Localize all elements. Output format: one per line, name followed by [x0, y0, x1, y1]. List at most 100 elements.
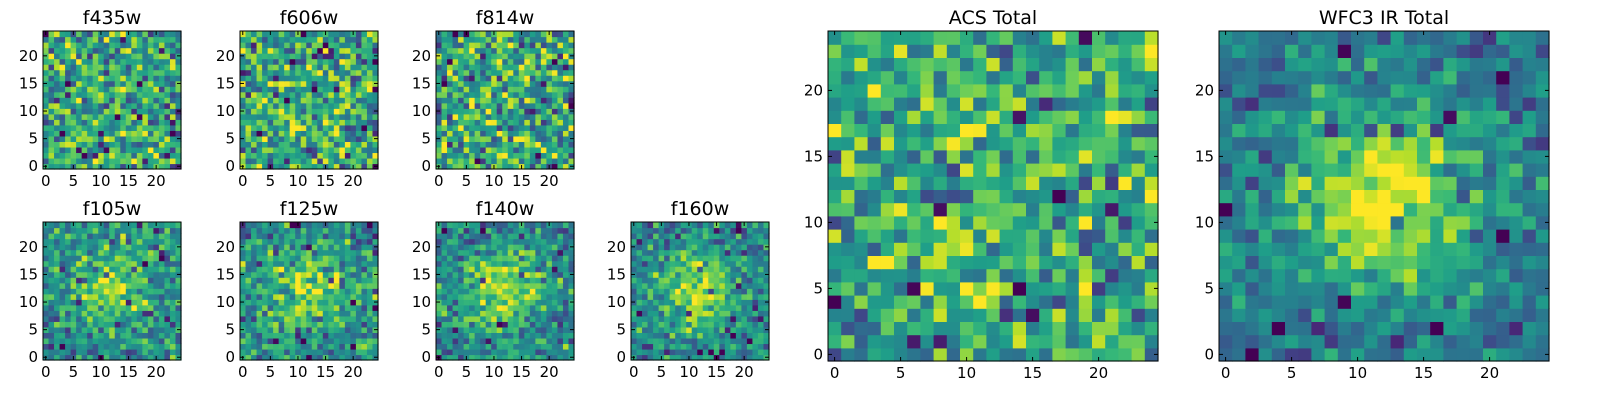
cell	[485, 326, 492, 333]
cell	[98, 47, 105, 54]
cell	[81, 141, 88, 148]
cell	[653, 326, 660, 333]
cell	[518, 69, 525, 76]
cell	[295, 80, 302, 87]
cell	[333, 64, 340, 71]
cell	[65, 354, 72, 361]
cell	[328, 260, 335, 267]
cell	[441, 36, 448, 43]
cell	[103, 282, 110, 289]
cell	[98, 102, 105, 109]
cell	[87, 238, 94, 245]
cell	[502, 97, 509, 104]
cell	[458, 53, 465, 60]
cell	[491, 348, 498, 356]
cell	[300, 86, 307, 93]
cell	[730, 222, 737, 229]
cell	[295, 299, 302, 306]
cell	[43, 288, 50, 295]
cell	[300, 69, 307, 76]
cell	[240, 141, 247, 148]
cell	[496, 260, 503, 267]
cell	[513, 326, 520, 333]
cell	[653, 343, 660, 350]
cell	[289, 146, 296, 154]
cell	[496, 157, 503, 165]
cell	[339, 163, 346, 170]
cell	[361, 227, 368, 234]
cell	[306, 36, 313, 43]
cell	[557, 315, 564, 322]
cell	[109, 321, 116, 328]
cell	[289, 233, 296, 240]
cell	[562, 152, 570, 159]
cell	[344, 64, 351, 71]
cell	[361, 124, 368, 131]
cell	[469, 119, 476, 126]
cell	[485, 119, 492, 126]
cell	[735, 249, 742, 256]
cell	[153, 255, 160, 262]
cell	[691, 332, 698, 339]
cell	[763, 222, 770, 229]
cell	[350, 233, 357, 240]
cell	[757, 299, 765, 306]
cell	[142, 249, 149, 256]
x-tick-label: 5	[657, 363, 667, 381]
cell	[311, 146, 318, 154]
cell	[675, 266, 682, 273]
cell	[289, 282, 296, 289]
cell	[540, 80, 547, 87]
cell	[284, 91, 291, 98]
cell	[658, 288, 665, 295]
cell	[933, 189, 948, 204]
cell	[109, 255, 116, 262]
cell	[474, 304, 481, 311]
cell	[480, 277, 487, 284]
cell	[289, 348, 296, 356]
cell	[103, 75, 110, 82]
cell	[1131, 255, 1146, 270]
cell	[513, 222, 520, 229]
cell	[546, 266, 553, 273]
cell	[251, 321, 258, 328]
cell	[295, 271, 302, 278]
cell	[361, 222, 368, 229]
cell	[169, 80, 177, 87]
cell	[1039, 255, 1053, 270]
cell	[474, 238, 481, 245]
cell	[894, 149, 908, 164]
cell	[551, 86, 559, 93]
cell	[562, 238, 570, 245]
cell	[507, 277, 514, 284]
cell	[300, 348, 307, 356]
cell	[240, 86, 247, 93]
cell	[907, 281, 921, 296]
cell	[164, 108, 171, 115]
cell	[491, 255, 498, 262]
cell	[131, 64, 138, 71]
cell	[524, 277, 531, 284]
cell	[529, 332, 536, 339]
cell	[311, 86, 318, 93]
cell	[496, 130, 503, 137]
cell	[529, 249, 536, 256]
cell	[463, 69, 470, 76]
cell	[907, 163, 921, 177]
cell	[999, 229, 1014, 243]
cell	[158, 130, 166, 137]
cell	[562, 86, 570, 93]
cell	[59, 304, 66, 311]
cell	[169, 271, 177, 278]
cell	[300, 288, 307, 295]
cell	[344, 141, 351, 148]
cell	[664, 260, 671, 267]
y-tick-label: 0	[421, 348, 431, 366]
cell	[267, 321, 274, 328]
cell	[568, 102, 575, 109]
cell	[361, 53, 368, 60]
cell	[142, 64, 149, 71]
cell	[164, 288, 171, 295]
cell	[496, 75, 503, 82]
cell	[322, 326, 329, 333]
